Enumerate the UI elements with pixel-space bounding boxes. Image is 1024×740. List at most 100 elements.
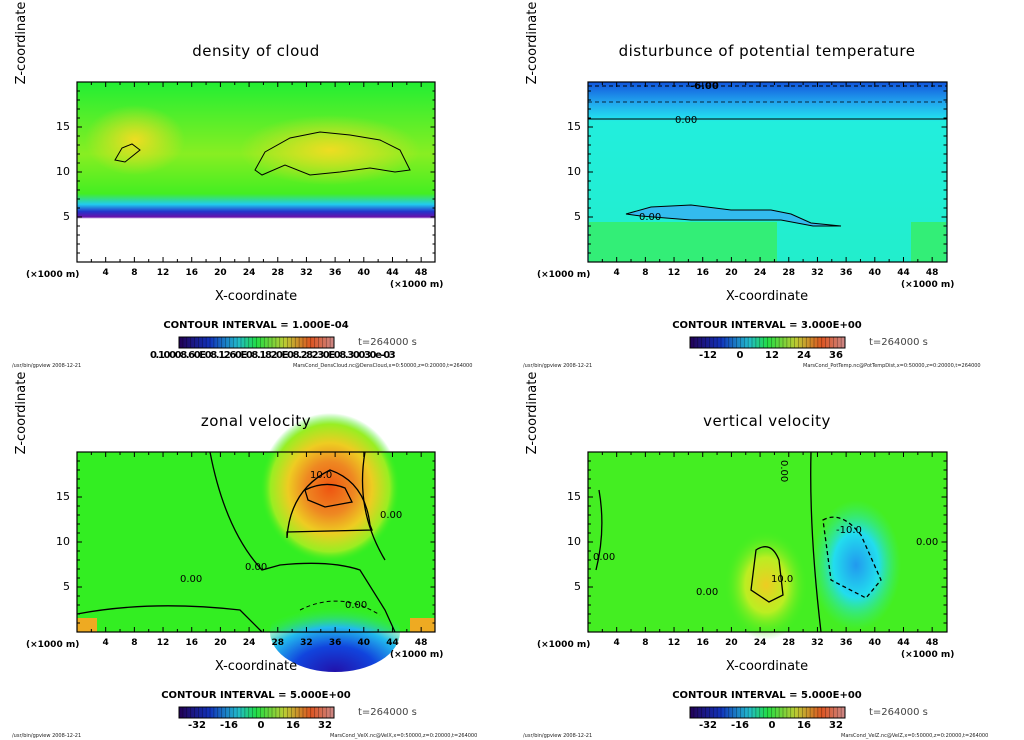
x-tick-label: 16 (696, 638, 709, 648)
colorbar-tick-label: 24 (797, 350, 811, 361)
y-tick-label: 10 (567, 165, 581, 178)
colorbar (178, 336, 335, 349)
contour-label: 0.00 (675, 115, 697, 126)
y-tick-label: 10 (567, 535, 581, 548)
contour-label: 10.0 (771, 574, 793, 585)
x-tick-label: 28 (271, 268, 285, 278)
x-tick-label: 44 (897, 638, 910, 648)
time-label: t=264000 s (358, 707, 417, 718)
colorbar-tick-label: 32 (829, 720, 843, 731)
x-tick-label: 24 (242, 638, 256, 648)
contour-line (625, 204, 842, 227)
contour-line (361, 451, 386, 561)
x-tick-label: 20 (725, 268, 738, 278)
contour-line (114, 143, 141, 163)
contour-label: 0.00 (916, 537, 938, 548)
x-tick-label: 24 (242, 268, 256, 278)
plot-svg: 0.00 0.00 10.0 0.00 -10.0 0.00 (587, 451, 948, 719)
x-tick-label: 4 (102, 268, 109, 278)
colorbar-stripes (182, 337, 331, 348)
x-unit-left: (×1000 m) (537, 270, 591, 280)
x-tick-label: 12 (667, 638, 681, 648)
y-axis-label: Z-coordinate (525, 1, 540, 85)
x-tick-label: 48 (925, 638, 939, 648)
contour-label: 10.0 (310, 470, 332, 481)
colorbar-tick-label: -32 (698, 720, 718, 731)
axis-ticks (77, 452, 436, 632)
colorbar-stripes (693, 337, 842, 348)
time-label: t=264000 s (869, 337, 928, 348)
footer-left: /usr/bin/gpview 2008-12-21 (12, 363, 82, 369)
colorbar-tick-label: 32 (318, 720, 332, 731)
contour-label: 0.00 (345, 600, 367, 611)
footer-right: MarsCond_PotTemp.nc@PotTempDist,x=0:5000… (803, 363, 981, 369)
x-tick-label: 8 (642, 268, 649, 278)
chart-title: vertical velocity (703, 412, 831, 430)
x-tick-label: 8 (131, 268, 138, 278)
footer-left: /usr/bin/gpview 2008-12-21 (523, 363, 593, 369)
y-tick-label: 15 (56, 490, 70, 503)
y-tick-label: 5 (574, 210, 581, 223)
chart-title: density of cloud (192, 42, 320, 60)
colorbar-tick-label: 0 (257, 720, 265, 731)
contour-line (810, 451, 822, 633)
footer-right: MarsCond_DensCloud.nc@DensCloud,x=0:5000… (293, 363, 473, 369)
x-tick-label: 28 (782, 268, 796, 278)
x-tick-label: 36 (328, 268, 342, 278)
x-tick-label: 28 (271, 638, 285, 648)
axis-ticks (77, 82, 436, 262)
x-tick-label: 48 (925, 268, 939, 278)
x-tick-label: 28 (782, 638, 796, 648)
time-label: t=264000 s (869, 707, 928, 718)
x-axis-label: X-coordinate (214, 289, 298, 304)
axis-ticks (588, 82, 947, 262)
footer-left: /usr/bin/gpview 2008-12-21 (12, 733, 82, 739)
x-axis-label: X-coordinate (725, 659, 809, 674)
colorbar-tick-label: 0 (736, 350, 744, 361)
downdraft-core (811, 500, 901, 630)
x-tick-label: 12 (156, 638, 170, 648)
x-tick-label: 8 (642, 638, 649, 648)
y-axis-label: Z-coordinate (525, 371, 540, 455)
x-tick-label: 24 (753, 638, 767, 648)
x-axis-label: X-coordinate (214, 659, 298, 674)
x-tick-label: 12 (156, 268, 170, 278)
x-tick-label: 40 (868, 638, 882, 648)
panel-potential-temperature: -6.00 0.00 0.00 disturbunce of potential… (511, 0, 1023, 370)
colorbar (689, 336, 846, 349)
cloud-core-right (240, 115, 420, 185)
x-tick-label: 44 (386, 268, 399, 278)
x-tick-label: 4 (613, 638, 620, 648)
colorbar-tick-label: 0 (768, 720, 776, 731)
x-tick-label: 40 (868, 268, 882, 278)
y-tick-label: 15 (567, 490, 581, 503)
contour-label: 0.00 (180, 574, 202, 585)
x-tick-label: 20 (214, 268, 227, 278)
x-tick-label: 32 (300, 638, 313, 648)
x-tick-label: 36 (839, 638, 853, 648)
footer-left: /usr/bin/gpview 2008-12-21 (523, 733, 593, 739)
chart-title: disturbunce of potential temperature (618, 42, 916, 60)
x-unit-left: (×1000 m) (26, 640, 80, 650)
time-label: t=264000 s (358, 337, 417, 348)
contour-label: 0.00 (639, 212, 661, 223)
contour-label: 0.00 (245, 562, 267, 573)
y-axis-label: Z-coordinate (14, 1, 29, 85)
cloud-core-left (85, 105, 185, 175)
contour-interval: CONTOUR INTERVAL = 5.000E+00 (161, 690, 351, 701)
panel-density-of-cloud: density of cloud Z-coordinate X-coordina… (0, 0, 512, 370)
y-tick-label: 15 (56, 120, 70, 133)
colorbar-tick-label: 12 (765, 350, 779, 361)
updraft-core (724, 530, 808, 640)
contour-label: 0.00 (380, 510, 402, 521)
x-tick-label: 16 (185, 638, 198, 648)
x-tick-label: 16 (696, 268, 709, 278)
axis-ticks (588, 452, 947, 632)
contour-label: -10.0 (836, 525, 862, 536)
y-tick-label: 5 (63, 580, 70, 593)
contour-interval: CONTOUR INTERVAL = 3.000E+00 (672, 320, 862, 331)
contour-line (254, 131, 411, 176)
x-unit-left: (×1000 m) (26, 270, 80, 280)
contour-line (299, 600, 381, 616)
colorbar-tick-label: 36 (829, 350, 843, 361)
